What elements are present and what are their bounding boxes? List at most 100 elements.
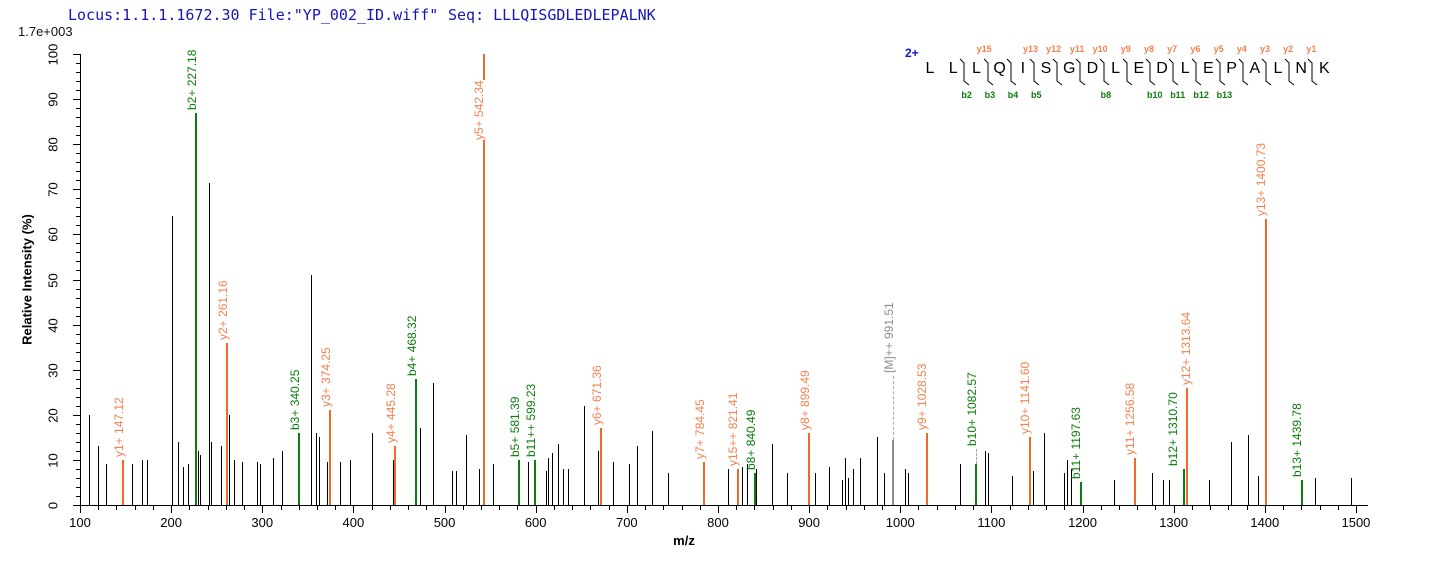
x-tick: [1118, 506, 1120, 510]
y-tick-label: 70: [45, 182, 61, 198]
peak-b5: [518, 459, 521, 505]
x-tick: [171, 506, 173, 513]
x-tick: [827, 506, 829, 510]
peak: [106, 464, 108, 505]
peak: [98, 446, 100, 505]
y-tick: [76, 450, 80, 452]
y-ion-label: y10: [1092, 44, 1108, 54]
residue: L: [925, 60, 935, 77]
sequence-label: Seq: LLLQISGDLEDLEPALNK: [448, 6, 656, 24]
cleavage-divider-icon: [1099, 58, 1109, 86]
x-tick: [863, 506, 865, 510]
x-tick-label: 1500: [1341, 515, 1371, 530]
peak-b5-label: b5+ 581.39: [507, 396, 522, 457]
y-tick: [76, 297, 80, 299]
b-ion-label: b3: [984, 90, 996, 100]
peak-y5: [482, 54, 485, 505]
cleavage-divider-icon: [1192, 58, 1202, 86]
x-tick: [772, 506, 774, 510]
peak: [1064, 473, 1066, 505]
residue: Q: [993, 60, 1006, 77]
cleavage-divider-icon: [1168, 58, 1179, 86]
y-tick: [76, 495, 80, 497]
y-tick: [73, 414, 80, 416]
x-tick: [481, 506, 483, 510]
cleavage-divider-icon: [960, 58, 970, 86]
cleavage-mark: [1006, 58, 1018, 91]
x-tick: [809, 506, 811, 513]
peak-y6: [600, 428, 603, 505]
x-tick: [426, 506, 428, 510]
peak: [597, 450, 599, 505]
x-tick: [353, 506, 355, 513]
b-ion-label: b8: [1100, 90, 1112, 100]
peak: [172, 216, 174, 505]
peak: [1067, 459, 1069, 505]
residue: L: [1111, 60, 1121, 77]
y-tick: [76, 216, 80, 218]
peak: [282, 450, 284, 505]
x-tick: [1210, 506, 1212, 510]
cleavage-mark: [1191, 58, 1203, 91]
x-tick: [225, 506, 227, 510]
cleavage-mark: [1238, 58, 1250, 91]
peak: [528, 462, 530, 505]
x-tick: [1082, 506, 1084, 513]
residue: E: [1133, 60, 1145, 77]
residue: L: [1273, 60, 1283, 77]
x-tick: [134, 506, 136, 510]
x-tick: [408, 506, 410, 510]
peak: [1044, 432, 1046, 505]
x-tick: [645, 506, 647, 510]
x-tick: [991, 506, 993, 513]
x-tick-label: 800: [707, 515, 729, 530]
residue: E: [1203, 60, 1214, 77]
cleavage-divider-icon: [1215, 58, 1225, 86]
y-tick-label: 30: [45, 362, 61, 378]
x-tick: [1319, 506, 1321, 510]
y-tick-label: 100: [45, 43, 61, 66]
x-tick: [535, 506, 537, 513]
peak-y5-label: y5+ 542.34: [472, 80, 487, 140]
residue: S: [1040, 60, 1052, 77]
x-tick-label: 1300: [1159, 515, 1189, 530]
peak-b11: [1079, 482, 1082, 505]
peak-b13-label: b13+ 1439.78: [1290, 403, 1305, 478]
y-tick: [73, 54, 80, 55]
peak: [316, 432, 318, 505]
peak-b2-label: b2+ 227.18: [184, 49, 199, 110]
peak: [728, 468, 729, 505]
x-tick: [116, 506, 118, 510]
y-tick-label: 10: [45, 453, 61, 468]
cleavage-divider-icon: [1006, 58, 1017, 86]
x-tick: [900, 506, 902, 513]
b-ion-label: b5: [1031, 90, 1042, 100]
cleavage-mark: [1145, 58, 1157, 91]
y-tick-label: 20: [45, 408, 61, 423]
y-tick: [76, 198, 80, 200]
peak-y13: [1264, 218, 1267, 505]
peak-y1: [122, 459, 125, 505]
cleavage-mark: [1122, 58, 1134, 91]
y-tick: [76, 261, 80, 263]
cleavage-divider-icon: [983, 58, 993, 86]
peak: [1162, 480, 1164, 505]
y-tick: [73, 189, 80, 191]
peak: [1257, 475, 1259, 505]
peak: [326, 462, 328, 505]
y-tick: [76, 468, 80, 470]
cleavage-divider-icon: [1238, 58, 1249, 86]
peak-y2-label: y2+ 261.16: [215, 279, 230, 340]
x-tick-label: 600: [524, 515, 547, 530]
peak: [904, 468, 906, 505]
peak-y4-label: y4+ 445.28: [383, 383, 398, 444]
x-tick: [590, 506, 592, 510]
peak: [1314, 477, 1316, 505]
x-tick: [80, 506, 81, 513]
x-tick-label: 1000: [885, 515, 915, 530]
y-tick: [76, 378, 80, 380]
peak: [667, 473, 669, 505]
peak: [419, 428, 421, 505]
y-ion-label: y4: [1236, 44, 1247, 54]
peak: [756, 468, 758, 505]
